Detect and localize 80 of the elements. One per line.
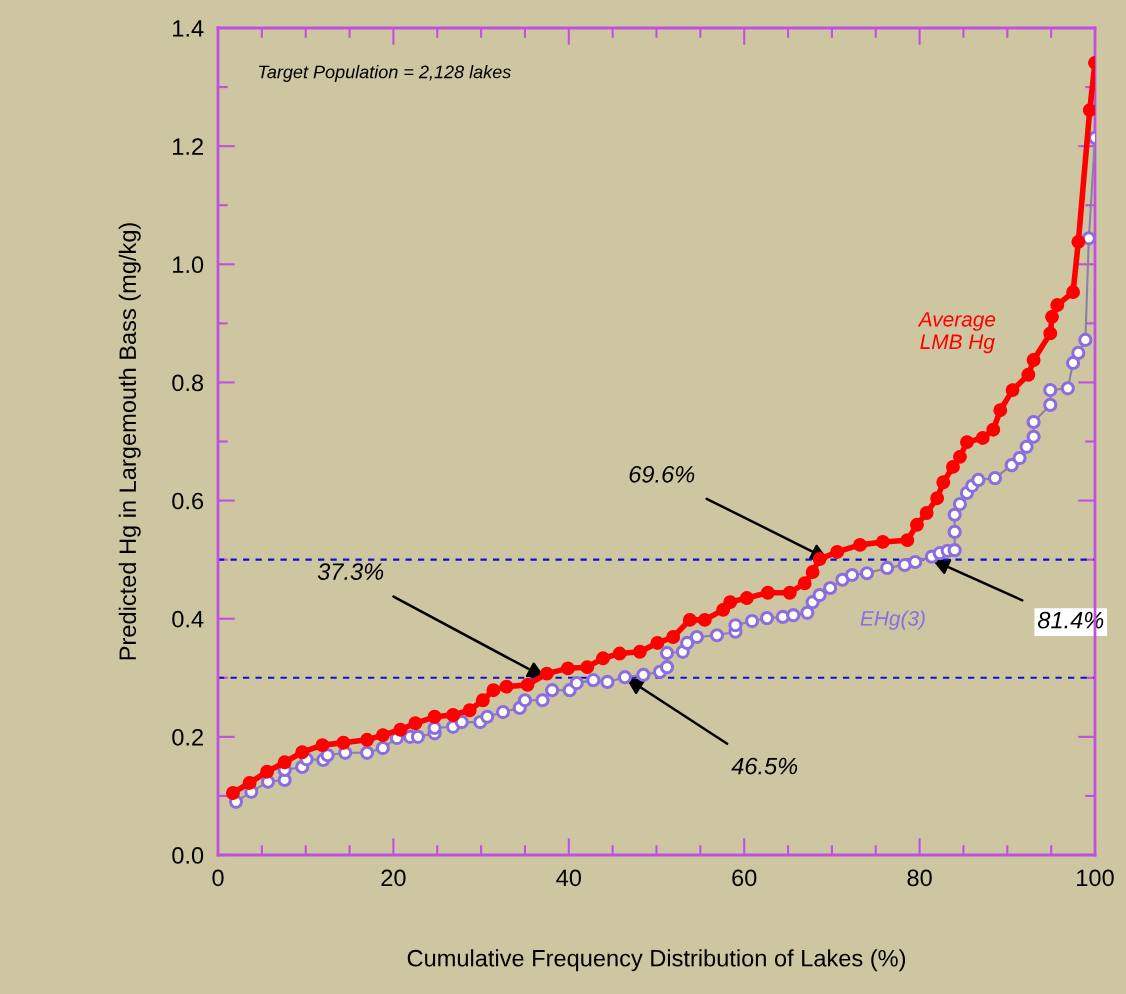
y-tick-label: 0.6 <box>172 492 204 510</box>
point <box>596 651 610 666</box>
annotation: 46.5% <box>731 757 798 775</box>
point <box>666 630 681 644</box>
y-tick-label: 1.4 <box>173 20 204 37</box>
x-tick-label: 20 <box>381 869 406 887</box>
point <box>986 422 1001 437</box>
y-tick-label: 0.4 <box>172 610 204 628</box>
point <box>945 459 960 474</box>
point <box>650 635 665 650</box>
point <box>739 591 754 605</box>
point <box>315 738 330 753</box>
point <box>900 533 915 548</box>
point <box>919 506 934 520</box>
point <box>539 666 554 681</box>
x-axis-title: Cumulative Frequency Distribution of Lakes (%) <box>407 949 906 972</box>
x-tick-label: 80 <box>907 869 932 887</box>
point <box>242 775 257 790</box>
point <box>875 534 890 549</box>
point <box>1021 367 1036 382</box>
point <box>993 403 1008 418</box>
point <box>1082 103 1095 118</box>
point <box>360 732 375 747</box>
annotation: Target Population = 2,128 lakes <box>259 65 511 82</box>
point <box>462 703 477 718</box>
point <box>930 491 945 506</box>
point <box>797 576 812 591</box>
point <box>723 595 738 610</box>
y-axis-title: Predicted Hg in Largemouth Bass (mg/kg) <box>118 223 141 660</box>
point <box>760 585 775 600</box>
point <box>1043 326 1058 341</box>
point <box>260 764 275 779</box>
point <box>952 449 967 464</box>
point <box>1005 383 1020 398</box>
point <box>975 431 990 445</box>
point <box>632 644 647 659</box>
point <box>910 517 924 532</box>
annotation: 69.6% <box>629 465 695 483</box>
point <box>520 677 535 692</box>
point <box>812 552 827 566</box>
point <box>1066 285 1081 299</box>
point <box>697 612 712 627</box>
point <box>1050 298 1065 312</box>
point <box>499 679 514 694</box>
y-tick-label: 1.2 <box>173 138 203 155</box>
point <box>375 728 390 743</box>
x-tick-label: 100 <box>1077 869 1114 887</box>
point <box>960 435 974 450</box>
point <box>560 661 575 676</box>
point <box>805 565 820 579</box>
y-tick-label: 1.0 <box>173 256 204 274</box>
point <box>225 786 240 800</box>
x-tick-label: 60 <box>732 869 757 887</box>
point <box>486 683 501 698</box>
y-tick-label: 0.0 <box>172 847 204 864</box>
point <box>682 612 697 627</box>
point <box>277 755 292 770</box>
point <box>446 708 460 722</box>
point <box>295 745 310 760</box>
point <box>612 646 627 661</box>
y-tick-label: 0.8 <box>172 374 204 392</box>
series-label: EHg(3) <box>860 610 925 630</box>
point <box>393 722 408 737</box>
point <box>782 585 797 600</box>
series-label: Average LMB Hg <box>917 312 996 354</box>
x-tick-label: 0 <box>212 869 224 887</box>
point <box>1071 234 1086 249</box>
point <box>830 545 845 559</box>
y-tick-label: 0.2 <box>172 728 203 746</box>
point <box>1045 309 1059 324</box>
point <box>427 709 442 724</box>
point <box>580 660 595 675</box>
point <box>336 735 351 750</box>
point <box>408 716 423 731</box>
x-tick-label: 40 <box>556 869 582 887</box>
point <box>936 475 951 490</box>
point <box>853 537 867 552</box>
point <box>475 693 490 708</box>
annotation: 37.3% <box>317 563 384 580</box>
point <box>1026 353 1041 367</box>
